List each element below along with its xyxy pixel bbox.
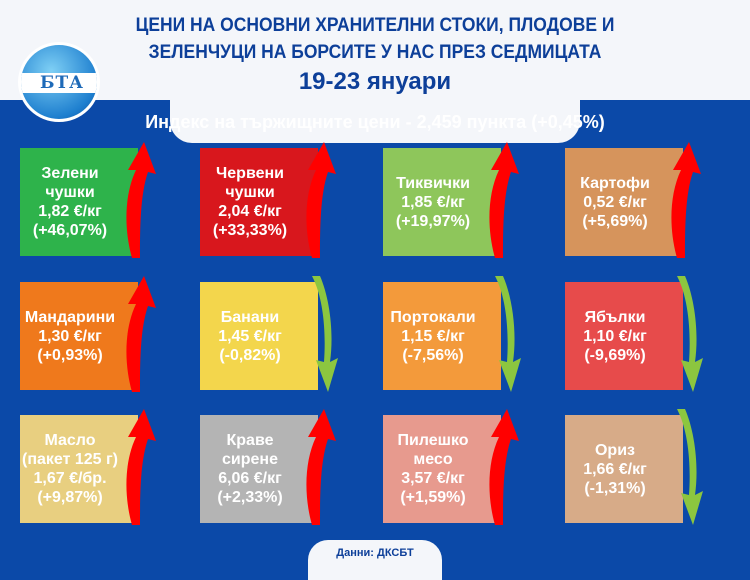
title-line-2: ЗЕЛЕНЧУЦИ НА БОРСИТЕ У НАС ПРЕЗ СЕДМИЦАТ… <box>148 42 602 63</box>
page-title: ЦЕНИ НА ОСНОВНИ ХРАНИТЕЛНИ СТОКИ, ПЛОДОВ… <box>113 12 637 66</box>
card-change: (+19,97%) <box>395 212 471 230</box>
arrow-down-icon <box>677 409 703 525</box>
price-card: Банани 1,45 €/кг (-0,82%) <box>200 282 318 390</box>
card-price: 2,04 €/кг <box>218 203 282 220</box>
arrow-up-icon <box>671 142 701 258</box>
card-name: Червени чушки <box>216 165 284 201</box>
card-name: Картофи <box>580 174 650 192</box>
arrow-down-icon <box>677 276 703 392</box>
card-price: 0,52 €/кг <box>583 193 647 211</box>
arrow-down-icon <box>495 276 521 392</box>
card-change: (+33,33%) <box>212 222 288 239</box>
arrow-up-icon <box>126 409 156 525</box>
card-change: (-9,69%) <box>584 346 646 364</box>
card-change: (+9,87%) <box>37 489 103 506</box>
card-change: (+5,69%) <box>582 212 648 230</box>
card-price: 1,66 €/кг <box>583 460 647 478</box>
card-name: Мандарини <box>24 308 116 326</box>
arrow-up-icon <box>126 276 156 392</box>
card-change: (+46,07%) <box>32 222 108 239</box>
card-change: (-7,56%) <box>402 346 464 364</box>
date-tab <box>170 95 580 143</box>
market-index: Индекс на тържищните цени - 2,459 пункта… <box>145 112 605 132</box>
price-card: Ябълки 1,10 €/кг (-9,69%) <box>565 282 683 390</box>
card-price: 1,30 €/кг <box>38 327 102 345</box>
arrow-up-icon <box>126 142 156 258</box>
bta-logo: БТА <box>18 42 100 122</box>
card-name: Пилешко месо <box>397 432 469 468</box>
card-price: 1,82 €/кг <box>38 203 102 220</box>
header-band <box>0 0 750 100</box>
price-card: Червени чушки 2,04 €/кг (+33,33%) <box>200 148 318 256</box>
card-change: (+1,59%) <box>400 489 466 506</box>
arrow-up-icon <box>306 142 336 258</box>
price-card: Ориз 1,66 €/кг (-1,31%) <box>565 415 683 523</box>
price-card: Зелени чушки 1,82 €/кг (+46,07%) <box>20 148 138 256</box>
data-source: Данни: ДКСБТ <box>308 540 442 580</box>
card-name: Ориз <box>594 441 635 459</box>
card-price: 1,85 €/кг <box>401 193 465 211</box>
card-price: 1,10 €/кг <box>583 327 647 345</box>
card-change: (+2,33%) <box>217 489 283 506</box>
card-price: 6,06 €/кг <box>218 470 282 487</box>
card-change: (-0,82%) <box>219 346 281 364</box>
price-card: Пилешко месо 3,57 €/кг (+1,59%) <box>383 415 501 523</box>
arrow-up-icon <box>489 142 519 258</box>
card-name: Тиквички <box>396 174 470 192</box>
card-price: 1,45 €/кг <box>218 327 282 345</box>
card-name: Зелени чушки <box>41 165 99 201</box>
arrow-up-icon <box>306 409 336 525</box>
card-name: Ябълки <box>584 308 646 326</box>
arrow-down-icon <box>312 276 338 392</box>
title-line-1: ЦЕНИ НА ОСНОВНИ ХРАНИТЕЛНИ СТОКИ, ПЛОДОВ… <box>135 15 615 36</box>
card-change: (-1,31%) <box>584 479 646 497</box>
price-card: Масло (пакет 125 г) 1,67 €/бр. (+9,87%) <box>20 415 138 523</box>
price-card: Краве сирене 6,06 €/кг (+2,33%) <box>200 415 318 523</box>
card-change: (+0,93%) <box>37 346 103 364</box>
price-card: Мандарини 1,30 €/кг (+0,93%) <box>20 282 138 390</box>
card-price: 1,15 €/кг <box>401 327 465 345</box>
card-name: Банани <box>220 308 280 326</box>
card-name: Краве сирене <box>222 432 278 468</box>
logo-text: БТА <box>21 73 97 93</box>
card-price: 3,57 €/кг <box>401 470 465 487</box>
card-name: Портокали <box>390 308 476 326</box>
price-card: Тиквички 1,85 €/кг (+19,97%) <box>383 148 501 256</box>
price-card: Портокали 1,15 €/кг (-7,56%) <box>383 282 501 390</box>
price-card: Картофи 0,52 €/кг (+5,69%) <box>565 148 683 256</box>
date-range: 19-23 януари <box>298 68 452 95</box>
card-name: Масло (пакет 125 г) <box>22 432 118 468</box>
card-price: 1,67 €/бр. <box>33 470 107 487</box>
arrow-up-icon <box>489 409 519 525</box>
